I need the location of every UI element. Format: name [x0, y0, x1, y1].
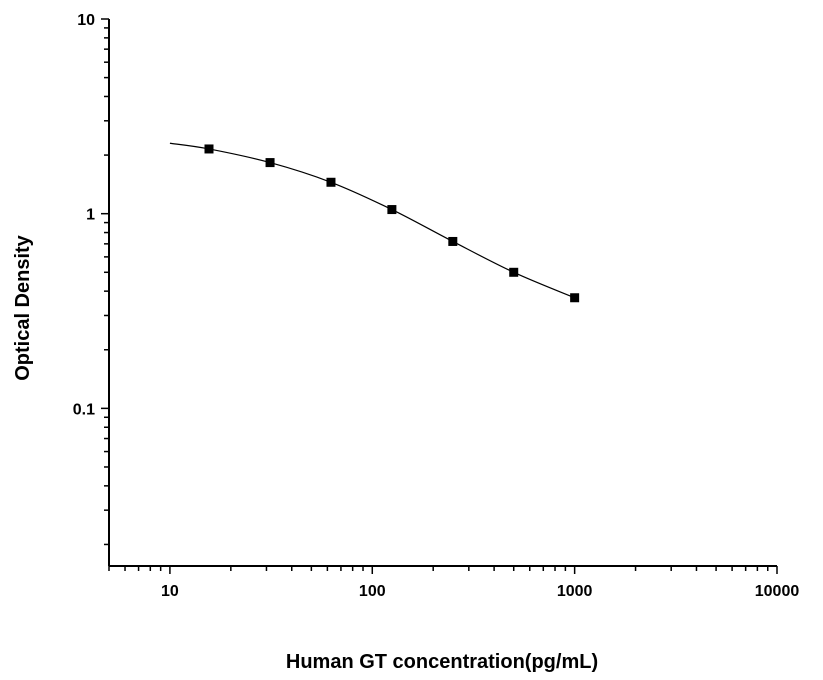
x-ticks: 10 100 1000 10000 [108, 566, 800, 600]
y-tick-label: 0.1 [73, 401, 95, 418]
data-point [509, 267, 519, 277]
x-tick-label: 10 [161, 583, 179, 600]
y-ticks: 0.1 1 10 [73, 12, 109, 546]
y-axis-title: Optical Density [12, 234, 34, 380]
data-points [204, 144, 580, 303]
x-tick-label: 10000 [755, 583, 800, 600]
plot-area: 10 100 1000 10000 0.1 1 10 [73, 12, 800, 600]
x-tick-label: 100 [359, 583, 386, 600]
data-point [387, 205, 397, 215]
y-tick-label: 1 [86, 207, 95, 224]
data-point [570, 293, 580, 303]
x-axis-title: Human GT concentration(pg/mL) [286, 651, 598, 673]
data-point [265, 158, 275, 168]
data-point [204, 144, 214, 154]
y-tick-label: 10 [77, 12, 95, 29]
data-point [326, 177, 336, 187]
data-point [448, 236, 458, 246]
x-tick-label: 1000 [557, 583, 593, 600]
